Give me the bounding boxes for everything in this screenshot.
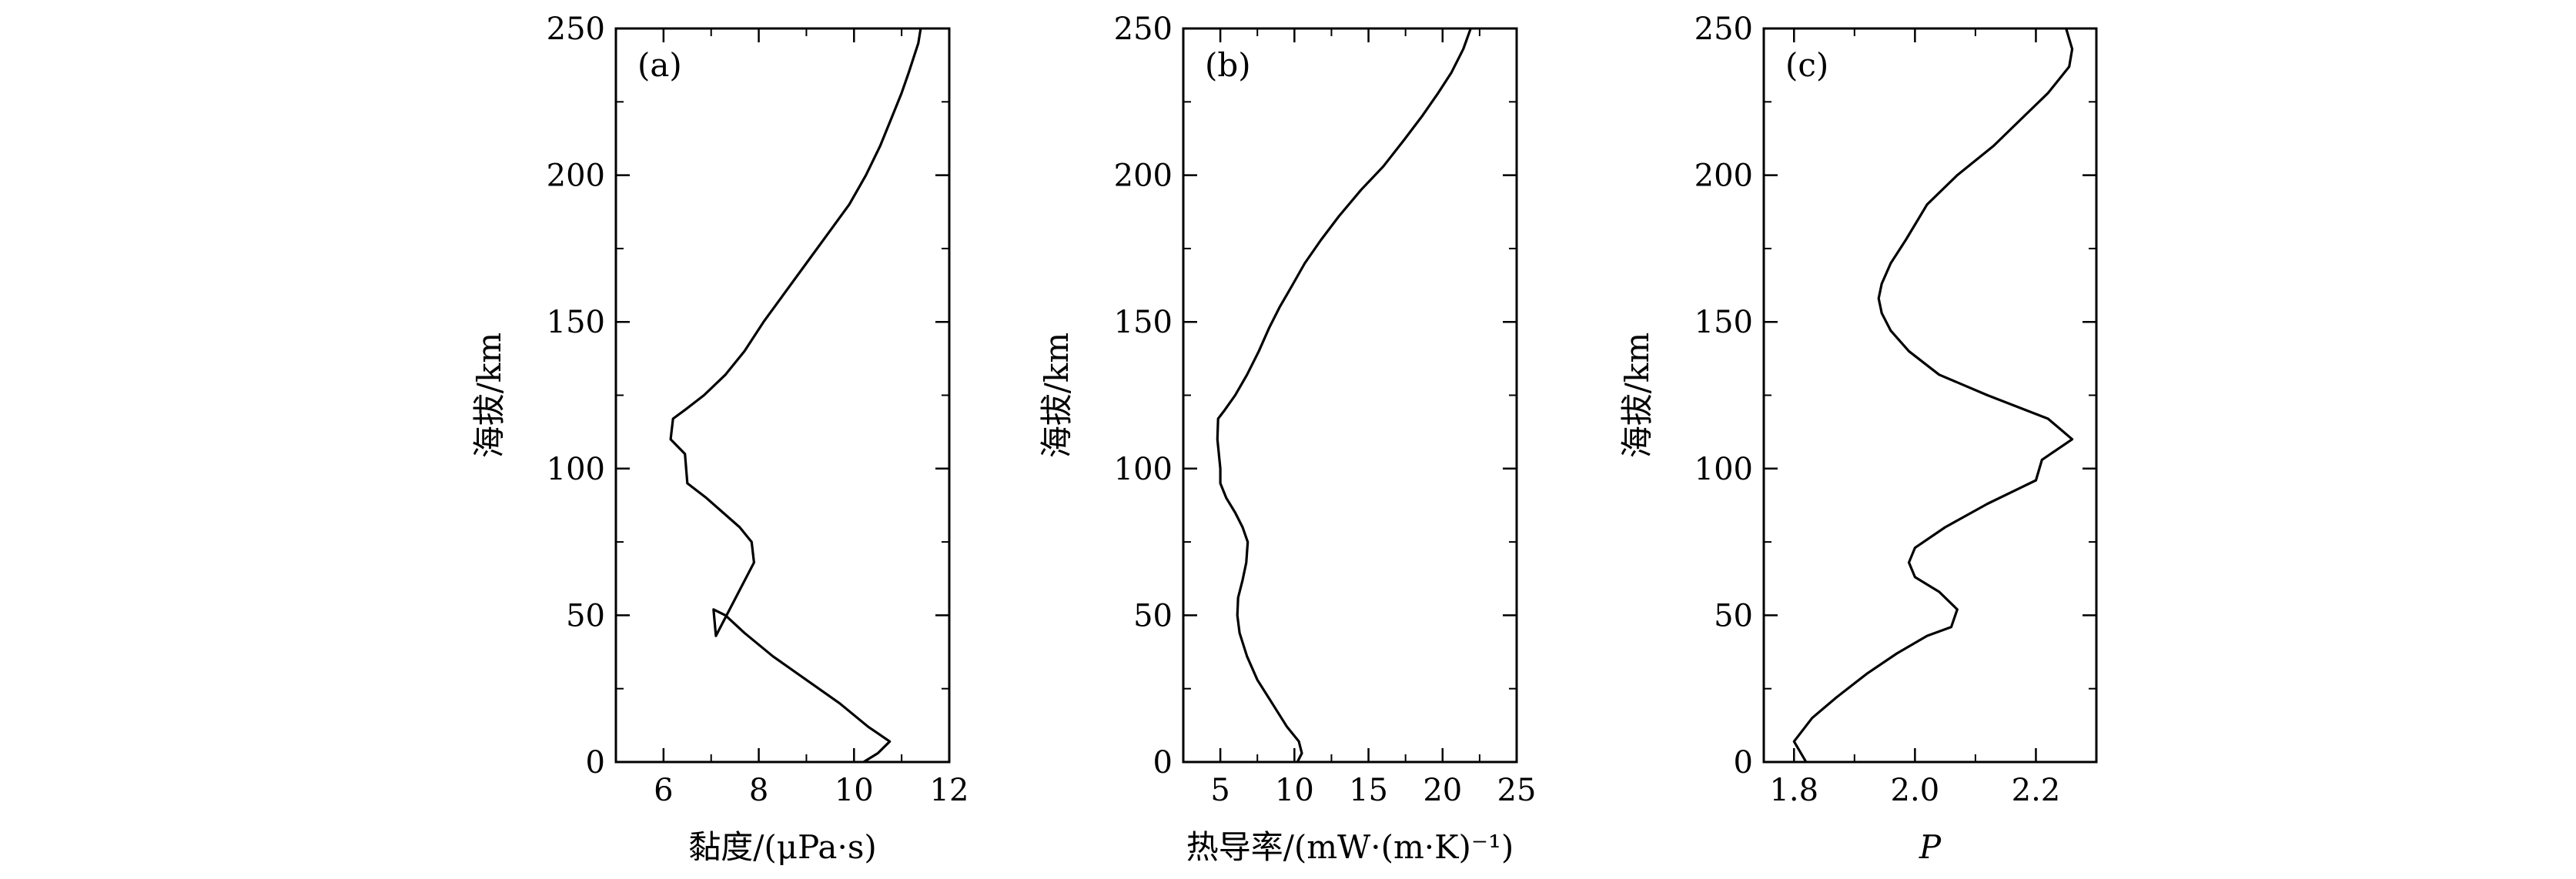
y-tick-label-b-4: 200 xyxy=(1114,159,1173,194)
x-axis-label-a: 黏度/(μPa·s) xyxy=(688,828,877,866)
y-tick-label-b-2: 100 xyxy=(1114,452,1173,487)
x-tick-label-c-1: 2.0 xyxy=(1891,773,1940,808)
series-line-c xyxy=(1792,28,2074,763)
series-line-a xyxy=(669,28,922,764)
x-tick-label-b-4: 25 xyxy=(1497,773,1537,808)
panel-label-c: (c) xyxy=(1785,46,1828,84)
y-tick-label-a-1: 50 xyxy=(566,598,605,633)
y-tick-label-b-0: 0 xyxy=(1153,745,1173,780)
panel-b: 0 50 100 150 200 250 5 10 15 20 25 (b) 热导率/(mW·(m·K)… xyxy=(1038,12,1536,866)
y-tick-label-a-5: 250 xyxy=(547,12,605,47)
y-tick-label-a-3: 150 xyxy=(547,305,605,340)
y-tick-label-a-4: 200 xyxy=(547,159,605,194)
y-tick-label-b-3: 150 xyxy=(1114,305,1173,340)
plot-frame-c xyxy=(1762,27,2098,764)
y-tick-label-c-3: 150 xyxy=(1694,305,1753,340)
y-tick-label-c-2: 100 xyxy=(1694,452,1753,487)
panel-label-a: (a) xyxy=(637,46,682,84)
y-tick-label-c-1: 50 xyxy=(1714,598,1753,633)
y-axis-label-c: 海拔/km xyxy=(1618,333,1656,458)
y-tick-label-b-5: 250 xyxy=(1114,12,1173,47)
y-axis-label-b: 海拔/km xyxy=(1038,333,1076,458)
y-axis-label-a: 海拔/km xyxy=(470,333,508,458)
x-axis-label-b: 热导率/(mW·(m·K)⁻¹) xyxy=(1186,828,1514,866)
x-tick-label-b-1: 10 xyxy=(1275,773,1314,808)
y-tick-label-a-0: 0 xyxy=(586,745,605,780)
x-tick-label-c-2: 2.2 xyxy=(2012,773,2061,808)
x-tick-label-a-3: 12 xyxy=(930,773,969,808)
panel-label-b: (b) xyxy=(1205,46,1251,84)
panel-a: 0 50 100 150 200 250 6 8 10 12 (a) 黏度/(μPa·s) 海拔/km xyxy=(470,12,969,866)
x-tick-label-b-2: 15 xyxy=(1349,773,1388,808)
x-axis-label-c: P xyxy=(1919,828,1942,866)
panel-c: 0 50 100 150 200 250 1.8 2.0 2.2 (c) P 海拔/km xyxy=(1618,12,2098,866)
y-tick-label-c-0: 0 xyxy=(1734,745,1753,780)
plot-frame-b xyxy=(1182,27,1518,764)
plot-frame-a xyxy=(614,27,951,764)
y-tick-label-c-5: 250 xyxy=(1694,12,1753,47)
y-tick-label-a-2: 100 xyxy=(547,452,605,487)
series-line-b xyxy=(1216,28,1472,763)
x-tick-label-b-3: 20 xyxy=(1423,773,1462,808)
x-tick-label-a-2: 10 xyxy=(835,773,874,808)
x-tick-label-b-0: 5 xyxy=(1210,773,1229,808)
x-tick-label-c-0: 1.8 xyxy=(1769,773,1818,808)
x-tick-label-a-0: 6 xyxy=(654,773,673,808)
y-tick-label-b-1: 50 xyxy=(1133,598,1173,633)
y-tick-label-c-4: 200 xyxy=(1694,159,1753,194)
x-tick-label-a-1: 8 xyxy=(749,773,768,808)
